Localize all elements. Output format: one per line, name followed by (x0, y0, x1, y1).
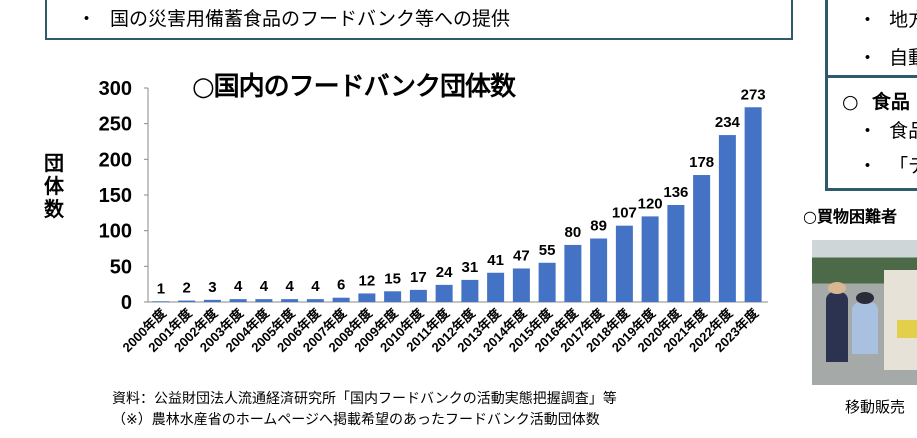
footnote: （※）農林水産省のホームページへ掲載希望のあったフードバンク活動団体数 (112, 412, 600, 428)
bar (152, 301, 170, 302)
bar (564, 244, 582, 302)
data-label: 136 (663, 184, 688, 201)
data-label: 24 (436, 264, 453, 281)
bar (487, 272, 505, 302)
bar (667, 204, 685, 302)
y-tick-label: 50 (110, 256, 132, 278)
right-item: ・ 食品 (858, 120, 917, 142)
y-tick-label: 100 (99, 221, 132, 243)
measures-box: ・国の災害用備蓄食品のフードバンク等への提供 (45, 0, 793, 40)
y-tick-label: 300 (99, 78, 132, 100)
bar (203, 299, 221, 302)
bar (590, 238, 608, 302)
bar (435, 284, 453, 302)
bar (512, 268, 530, 302)
bar (332, 297, 350, 302)
y-tick-label: 0 (121, 292, 132, 314)
data-label: 4 (260, 278, 269, 295)
data-label: 1 (157, 280, 165, 297)
bar (693, 175, 711, 302)
bar (718, 135, 736, 302)
data-label: 41 (487, 252, 504, 269)
photo-caption: 移動販売 (845, 398, 906, 416)
bar (306, 299, 324, 302)
right-item: ・ 地方 (858, 9, 917, 31)
data-label: 273 (741, 86, 766, 103)
bar (255, 299, 273, 302)
data-label: 31 (462, 259, 479, 276)
right-item: ・ 自動 (858, 47, 917, 69)
bar (384, 291, 402, 302)
data-label: 55 (539, 242, 556, 259)
right-measures-box: ・ 地方 ・ 自動 ○ 食品 ・ 食品 ・ 「デ (825, 0, 917, 191)
data-label: 178 (689, 154, 714, 171)
right-item: ・ 「デ (858, 155, 917, 177)
bar (641, 216, 659, 302)
data-label: 107 (612, 205, 637, 222)
bar (744, 107, 762, 302)
shopping-difficulty-caption: ○買物困難者 (803, 207, 897, 226)
measure-item: ・国の災害用備蓄食品のフードバンク等への提供 (77, 8, 510, 30)
divider (828, 75, 917, 78)
data-label: 6 (337, 277, 345, 294)
y-tick-label: 250 (99, 114, 132, 136)
data-label: 4 (234, 278, 243, 295)
data-label: 234 (715, 114, 741, 131)
data-label: 15 (384, 270, 401, 287)
bar (461, 279, 479, 302)
data-label: 89 (590, 218, 607, 235)
data-label: 12 (359, 272, 376, 289)
data-label: 2 (182, 280, 190, 297)
source-note: 資料：公益財団法人流通経済研究所「国内フードバンクの活動実態把握調査」等 (112, 391, 617, 407)
data-label: 4 (285, 278, 294, 295)
bar (538, 262, 556, 302)
y-axis-label: 団体数 (44, 151, 64, 221)
chart-title: ○国内のフードバンク団体数 (192, 72, 516, 102)
y-tick-label: 150 (99, 185, 132, 207)
bar (178, 300, 196, 302)
right-heading: ○ 食品 (842, 91, 910, 113)
data-label: 80 (565, 224, 582, 241)
data-label: 4 (311, 278, 320, 295)
bar (615, 225, 633, 302)
bar (409, 289, 427, 302)
y-tick-label: 200 (99, 149, 132, 171)
data-label: 17 (410, 269, 427, 286)
data-label: 47 (513, 247, 530, 264)
data-label: 3 (208, 279, 216, 296)
mobile-sales-photo (812, 240, 917, 385)
bar (229, 299, 247, 302)
data-label: 120 (638, 195, 663, 212)
bar (281, 299, 299, 302)
bar (358, 293, 376, 302)
